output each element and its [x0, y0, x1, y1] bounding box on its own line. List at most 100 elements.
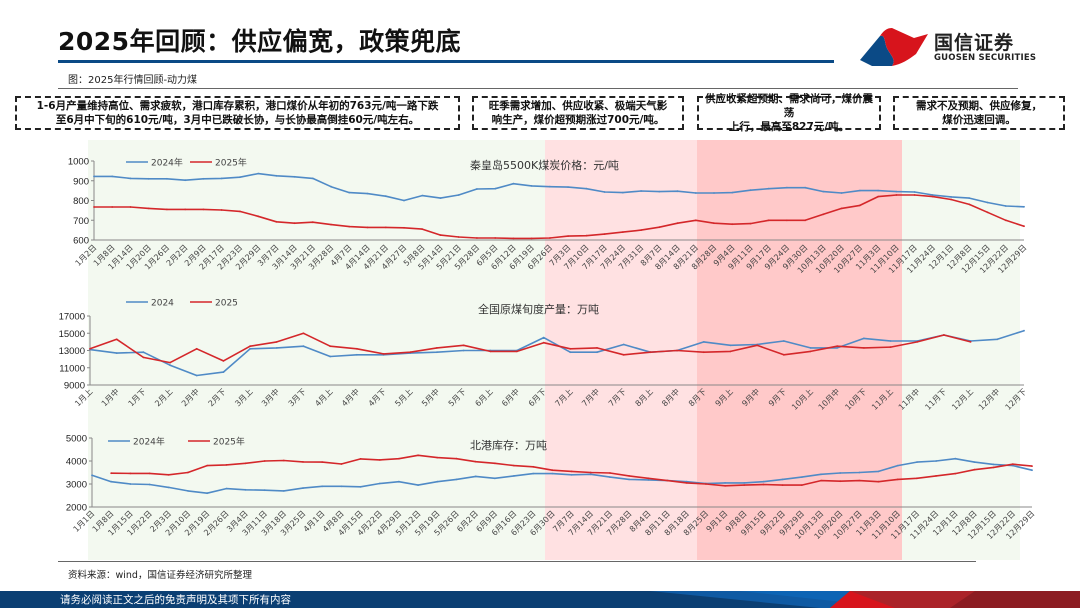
data-point [378, 482, 381, 485]
data-point [513, 464, 515, 467]
data-point [275, 220, 278, 223]
data-point [115, 338, 118, 341]
data-point [225, 464, 228, 466]
data-point [1031, 469, 1033, 472]
y-tick-label: 600 [73, 236, 89, 247]
data-point [530, 185, 533, 187]
legend-label: 2024 [151, 299, 174, 309]
data-point [640, 190, 642, 192]
data-point [398, 457, 400, 460]
y-tick-label: 15000 [59, 329, 85, 340]
data-point [950, 196, 952, 198]
data-point [895, 194, 898, 196]
data-point [676, 349, 678, 352]
data-point [950, 198, 952, 201]
data-point [91, 474, 93, 477]
data-point [743, 482, 746, 484]
data-point [403, 226, 405, 229]
annotation-line: 需求不及预期、供应修复， [916, 100, 1042, 112]
data-point [321, 485, 324, 488]
data-point [916, 477, 918, 480]
data-point [896, 478, 899, 481]
data-point [348, 225, 351, 228]
data-point [494, 477, 496, 480]
data-point [649, 351, 652, 354]
data-point [1011, 464, 1014, 467]
data-point [589, 473, 592, 476]
data-point [569, 351, 572, 354]
data-point [839, 472, 842, 474]
data-point [202, 177, 205, 180]
data-point [820, 473, 822, 476]
data-point [512, 237, 515, 240]
data-point [439, 197, 442, 200]
caption-divider [58, 88, 1018, 89]
disclaimer-text: 请务必阅读正文之后的免责声明及其项下所有内容 [60, 594, 291, 606]
data-point [640, 229, 642, 232]
data-point [302, 345, 305, 348]
data-point [756, 344, 758, 347]
data-point [621, 191, 624, 194]
data-point [263, 489, 266, 492]
data-point [142, 356, 145, 359]
data-point [836, 347, 839, 349]
data-point [781, 478, 784, 481]
data-point [239, 176, 241, 179]
data-point [111, 206, 114, 208]
data-point [417, 484, 419, 486]
y-tick-label: 800 [73, 196, 89, 207]
data-point [896, 464, 899, 467]
data-point [931, 195, 934, 198]
data-point [147, 207, 150, 210]
data-point [166, 208, 168, 211]
data-point [398, 480, 400, 483]
data-point [1011, 463, 1014, 466]
data-point [293, 222, 296, 225]
data-point [1023, 205, 1025, 208]
data-point [729, 344, 732, 347]
data-point [302, 332, 305, 335]
data-point [184, 208, 187, 211]
data-point [749, 189, 752, 192]
data-point [731, 223, 734, 226]
data-point [836, 345, 839, 348]
data-point [439, 234, 442, 237]
data-point [549, 237, 551, 239]
data-point [206, 492, 209, 495]
data-point [570, 470, 573, 473]
data-point [384, 195, 387, 198]
title-underline [58, 60, 834, 63]
annotation-line: 旺季需求增加、供应收紧、极端天气影 [488, 100, 668, 112]
data-point [1004, 205, 1007, 207]
data-point [694, 219, 697, 222]
data-point [749, 222, 752, 225]
source-divider [58, 561, 976, 562]
data-point [786, 186, 788, 189]
data-point [436, 347, 438, 349]
data-point [455, 457, 458, 460]
data-point [166, 177, 168, 180]
data-point [532, 472, 535, 475]
phase-band-2 [545, 140, 697, 560]
data-point [609, 472, 611, 474]
chart-title: 北港库存：万吨 [470, 438, 547, 452]
data-point [457, 236, 460, 238]
data-point [366, 192, 369, 195]
data-point [820, 479, 822, 482]
data-point [167, 473, 170, 476]
data-point [282, 459, 285, 462]
data-point [1004, 219, 1007, 222]
data-point [110, 472, 113, 475]
data-point [954, 472, 957, 475]
data-point [603, 233, 606, 236]
data-point [724, 482, 726, 484]
page-title: 2025年回顾：供应偏宽，政策兜底 [58, 27, 462, 56]
data-point [889, 346, 892, 348]
data-point [705, 483, 707, 485]
data-point [359, 458, 362, 460]
logo-english-name: GUOSEN SECURITIES [934, 53, 1037, 63]
data-point [622, 343, 625, 346]
data-point [713, 222, 715, 225]
data-point [263, 460, 266, 462]
series-line-2025年 [94, 194, 1025, 240]
